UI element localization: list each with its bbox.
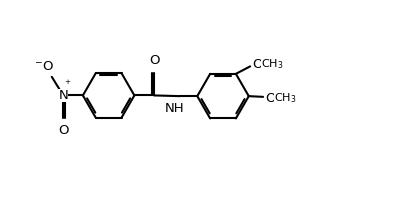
Text: O: O bbox=[58, 124, 69, 137]
Text: O: O bbox=[149, 54, 159, 67]
Text: CH$_3$: CH$_3$ bbox=[274, 91, 296, 105]
Text: $^{+}$: $^{+}$ bbox=[64, 79, 71, 89]
Text: O: O bbox=[252, 58, 263, 71]
Text: NH: NH bbox=[165, 102, 185, 115]
Text: O: O bbox=[265, 92, 276, 105]
Text: N: N bbox=[58, 89, 68, 102]
Text: CH$_3$: CH$_3$ bbox=[261, 58, 284, 71]
Text: $^{-}$O: $^{-}$O bbox=[34, 60, 54, 73]
